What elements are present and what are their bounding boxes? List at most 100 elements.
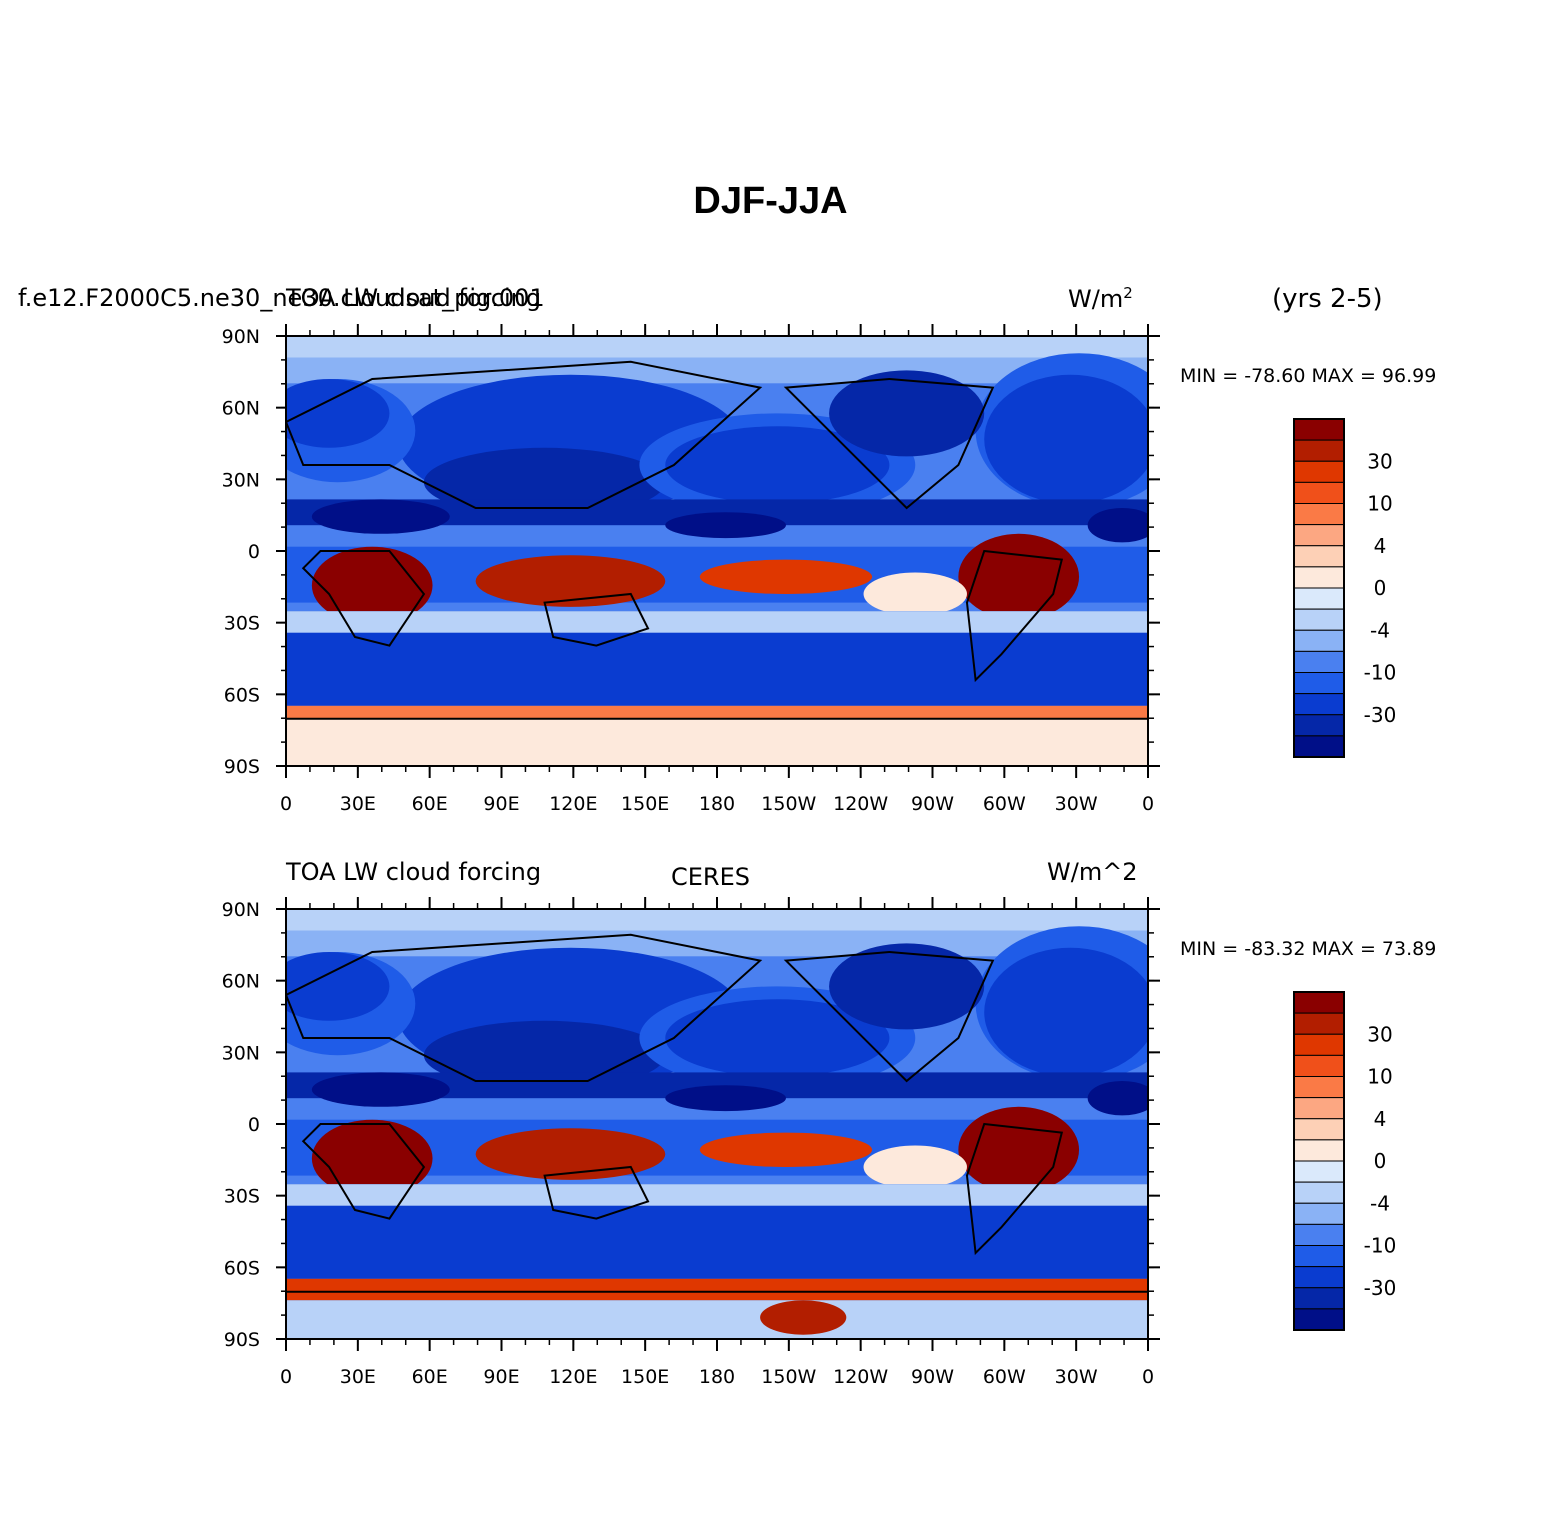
panel2-minmax: MIN = -83.32 MAX = 73.89 xyxy=(1180,938,1436,960)
lat-label: 30N xyxy=(222,1042,260,1064)
lon-label: 0 xyxy=(280,793,292,815)
colorbar-swatch xyxy=(1293,545,1345,568)
colorbar-swatch xyxy=(1293,1202,1345,1225)
colorbar-swatch xyxy=(1293,1223,1345,1246)
panel1-extra-label: (yrs 2-5) xyxy=(1272,284,1383,314)
pacific-itcz-darkest xyxy=(665,512,786,539)
east-pacific-white xyxy=(863,1145,967,1189)
colorbar-label: -4 xyxy=(1370,1191,1390,1215)
lon-label: 30W xyxy=(1055,793,1098,815)
africa-north-darkest xyxy=(311,499,450,534)
colorbar-swatch xyxy=(1293,1118,1345,1141)
colorbar-swatch xyxy=(1293,714,1345,737)
colorbar-label: 30 xyxy=(1367,449,1392,473)
atlantic-itcz-darkest xyxy=(1087,1081,1148,1116)
colorbar-swatch xyxy=(1293,693,1345,716)
colorbar-swatch xyxy=(1293,629,1345,652)
colorbar-model: 30 10 4 0 -4 -10 -30 xyxy=(1293,418,1397,758)
lon-label: 60E xyxy=(412,1366,448,1388)
lat-label: 90S xyxy=(224,756,260,778)
canada-blue xyxy=(829,943,985,1030)
colorbar-swatch xyxy=(1293,1160,1345,1183)
lon-label: 120W xyxy=(833,1366,888,1388)
colorbar-swatch xyxy=(1293,481,1345,504)
coastline xyxy=(965,549,1064,683)
colorbar-label: 10 xyxy=(1367,492,1392,516)
lon-label: 0 xyxy=(1142,793,1154,815)
panel1-minmax: MIN = -78.60 MAX = 96.99 xyxy=(1180,365,1436,387)
panel1-max-label: MAX = xyxy=(1311,365,1382,387)
colorbar-label: 30 xyxy=(1367,1022,1392,1046)
lat-label: 90N xyxy=(222,899,260,921)
europe-red xyxy=(286,379,390,448)
pacific-red xyxy=(665,426,890,504)
panel1-units-base: W/m xyxy=(1068,285,1124,313)
colorbar-swatch xyxy=(1293,1308,1345,1331)
colorbar-label: 4 xyxy=(1374,1107,1387,1131)
colorbar-label: -4 xyxy=(1370,618,1390,642)
panel2-max-value: 73.89 xyxy=(1381,938,1437,960)
spcz-red xyxy=(699,1132,873,1168)
panel1-min-value: -78.60 xyxy=(1244,365,1306,387)
map-panel-ceres: 90N 60N 30N 0 30S 60S 90S 0 30E 60E 90E 120E 150E 180… xyxy=(222,897,1160,1388)
maritime-dark-red xyxy=(475,1128,666,1180)
colorbar-swatch xyxy=(1293,1012,1345,1035)
colorbar-label: 4 xyxy=(1374,534,1387,558)
coastline xyxy=(783,950,995,1083)
lon-label: 30E xyxy=(340,793,376,815)
colorbar-swatch xyxy=(1293,1054,1345,1077)
panel2-center-string: CERES xyxy=(671,863,750,891)
coastline xyxy=(286,933,763,1082)
lon-label: 30E xyxy=(340,1366,376,1388)
colorbar-swatch xyxy=(1293,439,1345,462)
colorbar-swatch xyxy=(1293,735,1345,758)
panel2-max-label: MAX = xyxy=(1311,938,1382,960)
lon-label: 60W xyxy=(983,793,1026,815)
colorbar-swatch xyxy=(1293,587,1345,610)
panel1-max-value: 96.99 xyxy=(1381,365,1437,387)
lon-label: 60W xyxy=(983,1366,1026,1388)
coastline xyxy=(543,592,650,647)
colorbar-swatch xyxy=(1293,1076,1345,1099)
lon-label: 0 xyxy=(280,1366,292,1388)
atlantic-itcz-darkest xyxy=(1087,508,1148,543)
atlantic-red xyxy=(984,374,1148,504)
coastline xyxy=(286,360,763,509)
antarctic-ring-red xyxy=(286,705,1148,719)
colorbar-label: -30 xyxy=(1364,1276,1397,1300)
coastline xyxy=(301,1123,426,1220)
lat-label: 30N xyxy=(222,469,260,491)
lon-label: 90W xyxy=(911,1366,954,1388)
canada-blue xyxy=(829,370,985,457)
lon-label: 0 xyxy=(1142,1366,1154,1388)
colorbar-label: 0 xyxy=(1374,1149,1387,1173)
colorbar-swatch xyxy=(1293,503,1345,526)
colorbar-ceres: 30 10 4 0 -4 -10 -30 xyxy=(1293,991,1397,1331)
colorbar-swatch xyxy=(1293,1266,1345,1289)
lon-label: 120E xyxy=(549,793,597,815)
coastline xyxy=(543,1165,650,1220)
colorbar-swatch xyxy=(1293,1033,1345,1056)
colorbar-frame xyxy=(1293,418,1345,758)
panel1-left-string: f.e12.F2000C5.ne30_ne30.cloudsat_pig.001 xyxy=(18,284,545,312)
colorbar-swatch xyxy=(1293,608,1345,631)
arctic-band xyxy=(286,336,1148,358)
colorbar-label: -10 xyxy=(1364,1234,1397,1258)
colorbar-swatch xyxy=(1293,418,1345,441)
europe-red xyxy=(286,952,390,1021)
arctic-band xyxy=(286,909,1148,931)
lat-label: 60N xyxy=(222,398,260,420)
antarctic-light-blue xyxy=(286,1300,1148,1339)
colorbar-swatch xyxy=(1293,1181,1345,1204)
colorbar-swatch xyxy=(1293,1287,1345,1310)
colorbar-label: -10 xyxy=(1364,661,1397,685)
lat-label: 30S xyxy=(224,613,260,635)
panel1-units: W/m2 xyxy=(1068,284,1133,313)
lat-label: 90S xyxy=(224,1329,260,1351)
panel1-center-string: TOA LW cloud forcing xyxy=(286,284,542,312)
southern-light-band xyxy=(286,1184,1148,1206)
lon-label: 180 xyxy=(699,793,735,815)
lon-label: 90W xyxy=(911,793,954,815)
lon-label: 120W xyxy=(833,793,888,815)
lon-label: 150E xyxy=(621,793,669,815)
